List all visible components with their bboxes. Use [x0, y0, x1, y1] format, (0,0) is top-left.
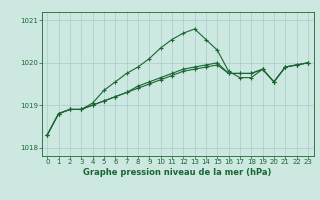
- X-axis label: Graphe pression niveau de la mer (hPa): Graphe pression niveau de la mer (hPa): [84, 168, 272, 177]
